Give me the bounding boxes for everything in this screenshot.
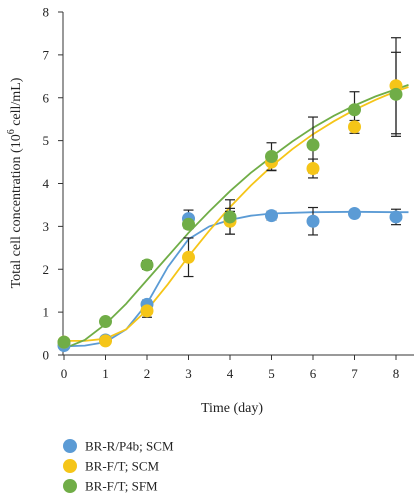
tick-labels: 0 1 2 3 4 5 6 7 8 0 1 2 3 4 5 6 7 8 (43, 5, 400, 382)
legend-marker-1 (63, 439, 77, 453)
data-point-series-2 (140, 304, 154, 318)
data-point-series-2 (348, 120, 361, 134)
y-tick-label: 5 (43, 133, 50, 148)
data-point-series-3 (223, 210, 237, 224)
data-point-series-1 (348, 207, 361, 221)
x-tick-label: 6 (310, 366, 317, 381)
data-point-series-3 (140, 258, 154, 272)
y-tick-label: 7 (43, 47, 50, 62)
y-tick-label: 1 (43, 305, 50, 320)
fit-curve-series-1 (63, 210, 409, 348)
data-point-series-1 (389, 210, 403, 224)
data-point-series-2 (99, 334, 112, 348)
x-tick-label: 3 (185, 366, 192, 381)
x-axis-label: Time (day) (201, 401, 263, 416)
legend-label-3: BR-F/T; SFM (85, 479, 158, 494)
y-tick-label: 0 (43, 348, 50, 363)
x-tick-label: 4 (227, 366, 234, 381)
x-tick-label: 7 (351, 366, 358, 381)
data-point-series-2 (182, 250, 195, 264)
x-tick-label: 8 (393, 366, 400, 381)
y-axis-label: Total cell concentration (106 cell/mL) (6, 77, 24, 288)
legend-label-2: BR-F/T; SCM (85, 459, 159, 474)
legend-marker-3 (63, 479, 77, 493)
legend: BR-R/P4b; SCM BR-F/T; SCM BR-F/T; SFM (63, 439, 174, 494)
data-point-series-3 (348, 103, 361, 117)
axes (58, 11, 414, 360)
y-tick-label: 2 (43, 262, 50, 277)
legend-label-1: BR-R/P4b; SCM (85, 439, 174, 454)
data-point-series-1 (306, 214, 320, 228)
data-point-series-3 (99, 315, 112, 329)
x-tick-label: 1 (102, 366, 109, 381)
data-point-series-1 (265, 209, 278, 223)
data-point-series-3 (306, 138, 320, 152)
fit-curve-series-3 (63, 84, 409, 350)
y-tick-label: 4 (43, 176, 50, 191)
x-tick-label: 2 (144, 366, 151, 381)
data-point-series-2 (306, 161, 320, 175)
y-axis-label-main: Total cell concentration (10 (9, 134, 24, 288)
data-points (57, 79, 403, 353)
y-tick-label: 8 (43, 5, 50, 20)
y-tick-label: 3 (43, 219, 50, 234)
data-point-series-3 (389, 87, 403, 101)
x-tick-label: 5 (268, 366, 275, 381)
x-tick-label: 0 (61, 366, 68, 381)
data-point-series-3 (57, 335, 71, 349)
y-tick-label: 6 (43, 90, 50, 105)
y-axis-label-exponent: 6 (6, 129, 17, 134)
legend-marker-2 (63, 459, 77, 473)
data-point-series-3 (182, 217, 195, 231)
y-axis-label-unit: cell/mL) (9, 77, 24, 129)
error-bars (59, 37, 401, 349)
data-point-series-3 (265, 149, 278, 163)
